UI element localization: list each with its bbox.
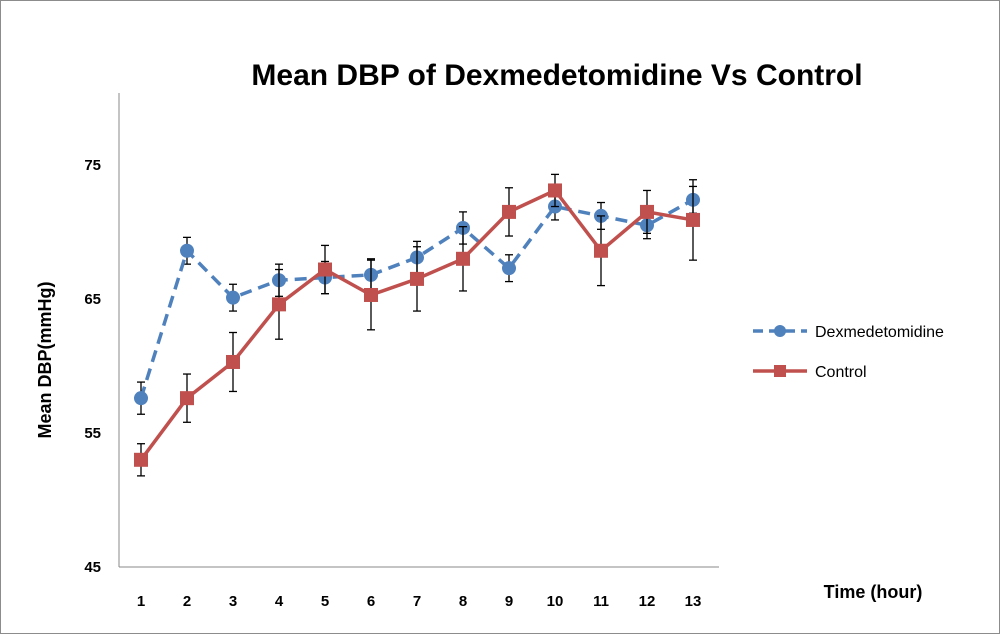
legend-marker xyxy=(774,365,786,377)
data-point xyxy=(318,262,332,277)
data-point xyxy=(456,251,470,266)
x-tick-label: 2 xyxy=(183,593,191,610)
data-point xyxy=(180,243,194,258)
y-tick-label: 55 xyxy=(84,425,101,442)
data-point xyxy=(410,271,424,286)
data-point xyxy=(134,452,148,467)
x-tick-label: 8 xyxy=(459,593,467,610)
data-point xyxy=(134,391,148,406)
legend-marker xyxy=(774,325,786,337)
data-point xyxy=(226,354,240,369)
legend-item: Control xyxy=(753,364,867,381)
chart-title: Mean DBP of Dexmedetomidine Vs Control xyxy=(251,59,862,92)
legend-label: Dexmedetomidine xyxy=(815,324,944,341)
x-tick-label: 4 xyxy=(275,593,284,610)
x-tick-labels: 1 2 3 4 5 6 7 8 9 10 11 12 13 xyxy=(137,593,702,610)
x-tick-label: 9 xyxy=(505,593,513,610)
data-point xyxy=(502,261,516,276)
data-point xyxy=(594,243,608,258)
x-tick-label: 11 xyxy=(593,593,609,610)
legend-label: Control xyxy=(815,364,867,381)
data-point xyxy=(640,204,654,219)
x-tick-label: 1 xyxy=(137,593,145,610)
x-tick-label: 5 xyxy=(321,593,329,610)
y-axis-label: Mean DBP(mmHg) xyxy=(35,281,55,438)
y-tick-label: 65 xyxy=(84,291,101,308)
data-point xyxy=(502,204,516,219)
x-tick-label: 12 xyxy=(639,593,656,610)
legend: Dexmedetomidine Control xyxy=(753,324,944,381)
data-point xyxy=(226,290,240,305)
data-point xyxy=(364,287,378,302)
x-tick-label: 6 xyxy=(367,593,375,610)
x-tick-label: 10 xyxy=(547,593,564,610)
x-axis-label: Time (hour) xyxy=(824,582,923,602)
data-point xyxy=(180,391,194,406)
data-point xyxy=(548,183,562,198)
x-tick-label: 3 xyxy=(229,593,237,610)
legend-item: Dexmedetomidine xyxy=(753,324,944,341)
data-point xyxy=(686,212,700,227)
y-tick-labels: 45 55 65 75 xyxy=(84,157,101,576)
series-layer xyxy=(134,173,700,477)
x-tick-label: 13 xyxy=(685,593,702,610)
y-tick-label: 75 xyxy=(84,157,101,174)
data-point xyxy=(272,297,286,312)
x-tick-label: 7 xyxy=(413,593,421,610)
series-control xyxy=(134,173,700,477)
series-line xyxy=(139,188,694,461)
y-tick-label: 45 xyxy=(84,559,101,576)
